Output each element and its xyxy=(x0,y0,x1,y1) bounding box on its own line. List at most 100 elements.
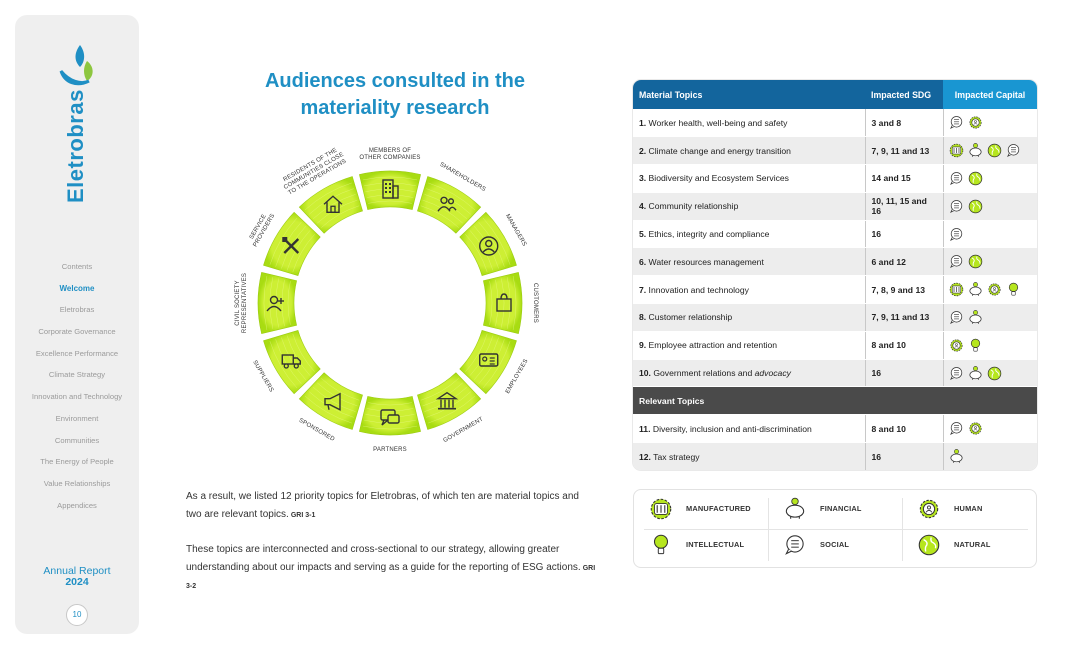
sidebar-item-value-relationships[interactable]: Value Relationships xyxy=(43,478,111,488)
sidebar-item-contents[interactable]: Contents xyxy=(61,262,93,271)
topic-cell: 1. Worker health, well-being and safety xyxy=(633,109,865,138)
segment-texture xyxy=(269,277,274,329)
topic-cell: 3. Biodiversity and Ecosystem Services xyxy=(633,164,865,193)
legend-item-natural: NATURAL xyxy=(902,528,1032,562)
capital-cell xyxy=(942,303,1037,332)
segment-shape xyxy=(263,330,321,395)
segment-texture xyxy=(304,395,352,424)
social-capital-icon xyxy=(949,172,962,185)
legend-label: MANUFACTURED xyxy=(686,504,751,513)
segment-texture xyxy=(426,391,472,418)
table-row: 12. Tax strategy 16 xyxy=(633,442,1037,470)
topic-number: 3. xyxy=(639,173,647,184)
piggy-bank-icon xyxy=(785,497,805,519)
topic-name: Tax strategy xyxy=(650,451,700,462)
id-card-icon xyxy=(479,353,499,367)
natural-capital-icon xyxy=(968,199,982,214)
topic-name: Ethics, integrity and compliance xyxy=(646,229,770,240)
wheel-segment-sponsored: SPONSORED xyxy=(298,372,363,444)
house-icon xyxy=(323,195,343,213)
table-row: 3. Biodiversity and Ecosystem Services 14… xyxy=(633,164,1037,193)
segment-texture xyxy=(512,275,517,331)
financial-capital-icon xyxy=(968,365,982,380)
relevant-topics-label: Relevant Topics xyxy=(633,386,1037,416)
intellectual-capital-icon xyxy=(1008,282,1018,296)
social-capital-icon xyxy=(949,255,962,269)
wheel-segment-employees: EMPLOYEES xyxy=(459,330,530,395)
report-year: 2024 xyxy=(65,576,89,588)
financial-capital-icon xyxy=(949,449,963,464)
paragraph-1-text: As a result, we listed 12 priority topic… xyxy=(186,491,579,520)
annual-report-label[interactable]: Annual Report 2024 xyxy=(15,566,139,588)
eletrobras-logo[interactable] xyxy=(57,41,97,211)
sidebar-item-communities[interactable]: Communities xyxy=(54,435,100,445)
sdg-cell: 16 xyxy=(864,359,943,388)
sdg-cell: 8 and 10 xyxy=(864,414,943,444)
topic-number: 5. xyxy=(639,229,647,240)
topic-number: 4. xyxy=(639,201,647,212)
sidebar-item-environment[interactable]: Environment xyxy=(55,413,99,423)
topic-cell: 12. Tax strategy xyxy=(633,442,865,470)
segment-shape xyxy=(459,211,517,276)
table-header-row: Material Topics Impacted SDG Impacted Ca… xyxy=(633,80,1037,109)
topic-number: 10. xyxy=(639,368,651,379)
topic-cell: 11. Diversity, inclusion and anti-discri… xyxy=(633,414,865,444)
segment-texture xyxy=(420,378,459,401)
table-row: 6. Water resources management 6 and 12 xyxy=(633,247,1037,277)
wheel-segment-customers: CUSTOMERS xyxy=(483,272,538,334)
header-impacted-capital: Impacted Capital xyxy=(943,80,1037,109)
segment-texture xyxy=(428,182,476,211)
sidebar-item-corporate-governance[interactable]: Corporate Governance xyxy=(38,327,116,337)
segment-texture xyxy=(501,278,505,328)
segment-texture xyxy=(362,425,418,430)
sidebar-item-excellence-performance[interactable]: Excellence Performance xyxy=(35,348,119,358)
segment-texture xyxy=(321,378,360,401)
financial-capital-icon xyxy=(968,143,982,158)
table-row: 7. Innovation and technology 7, 8, 9 and … xyxy=(633,275,1037,305)
sidebar: Eletrobras Contents Welcome Eletrobras Corp… xyxy=(15,15,139,634)
segment-texture xyxy=(286,335,311,376)
topic-number: 12. xyxy=(639,451,651,462)
wheel-label: SERVICEPROVIDERS xyxy=(246,209,276,248)
sidebar-item-eletrobras[interactable]: Eletrobras xyxy=(59,305,95,315)
topic-name: Water resources management xyxy=(646,256,764,267)
wheel-segment-members-of-other-companies: MEMBERS OF OTHER COMPANIES xyxy=(359,148,421,210)
sidebar-item-climate-strategy[interactable]: Climate Strategy xyxy=(48,370,106,380)
segment-shape xyxy=(417,176,482,234)
financial-capital-icon xyxy=(968,282,982,297)
paragraph-2: These topics are interconnected and cros… xyxy=(186,541,596,596)
table-row: 1. Worker health, well-being and safety 3… xyxy=(633,109,1037,138)
segment-texture xyxy=(465,234,488,273)
topic-cell: 6. Water resources management xyxy=(633,247,865,277)
topic-cell: 8. Customer relationship xyxy=(633,303,865,332)
sidebar-item-the-energy-of-people[interactable]: The Energy of People xyxy=(40,457,114,467)
sidebar-item-welcome[interactable]: Welcome xyxy=(59,283,95,293)
capital-cell xyxy=(942,109,1037,138)
truck-icon xyxy=(281,354,301,369)
natural-capital-icon xyxy=(968,255,982,269)
material-topics-table: Material Topics Impacted SDG Impacted Ca… xyxy=(633,80,1037,470)
shopping-bag-icon xyxy=(496,293,512,312)
wheel-label-line: EMPLOYEES xyxy=(505,358,530,395)
table-row: 4. Community relationship 10, 11, 15 and … xyxy=(633,192,1037,221)
wheel-label: SPONSORED xyxy=(298,418,336,444)
wheel-segment-service-providers: SERVICEPROVIDERS xyxy=(246,209,321,276)
wheel-label-line: REPRESENTATIVES xyxy=(242,273,248,333)
factory-gear-icon xyxy=(650,498,672,520)
wheel-label-line: SUPPLIERS xyxy=(251,360,274,394)
sidebar-item-innovation-and-technology[interactable]: Innovation and Technology xyxy=(31,392,123,402)
natural-capital-icon xyxy=(987,366,1001,380)
legend-label: INTELLECTUAL xyxy=(686,540,745,549)
legend-item-human: HUMAN xyxy=(902,492,1032,526)
segment-texture xyxy=(292,234,315,273)
sidebar-item-appendices[interactable]: Appendices xyxy=(57,500,97,510)
topic-cell: 2. Climate change and energy transition xyxy=(633,136,865,166)
segment-texture xyxy=(312,387,356,412)
wheel-segment-government: GOVERNMENT xyxy=(417,372,485,444)
table-row: 2. Climate change and energy transition 7… xyxy=(633,136,1037,166)
segment-texture xyxy=(469,230,494,271)
paragraph-1: As a result, we listed 12 priority topic… xyxy=(186,488,596,524)
segment-texture xyxy=(362,176,418,181)
sdg-cell: 8 and 10 xyxy=(864,331,943,360)
segment-texture xyxy=(365,188,415,192)
